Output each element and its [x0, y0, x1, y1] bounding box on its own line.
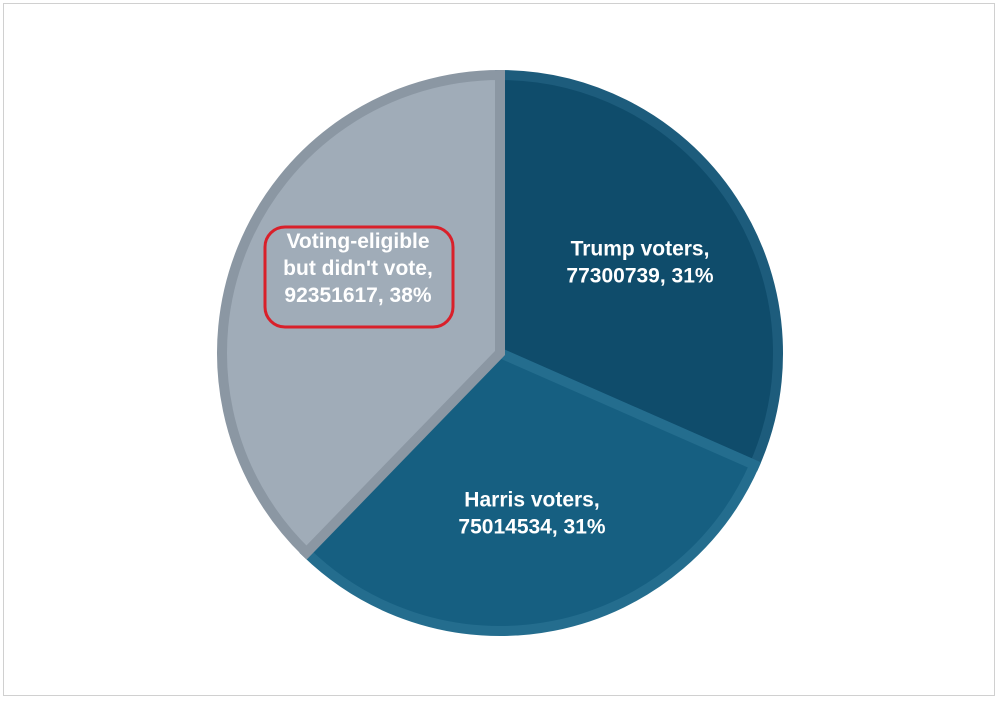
pie-slice-did-not-vote: [217, 69, 505, 560]
data-label-trump-voters: Trump voters, 77300739, 31%: [566, 238, 713, 288]
pie-slice-harris-voters: [299, 347, 762, 636]
pie-slice-trump-voters: [495, 69, 783, 472]
highlight-box: [263, 225, 455, 329]
data-label-harris-voters: Harris voters, 75014534, 31%: [458, 489, 605, 539]
data-label-did-not-vote: Voting-eligible but didn't vote, 92351617,…: [283, 230, 433, 307]
